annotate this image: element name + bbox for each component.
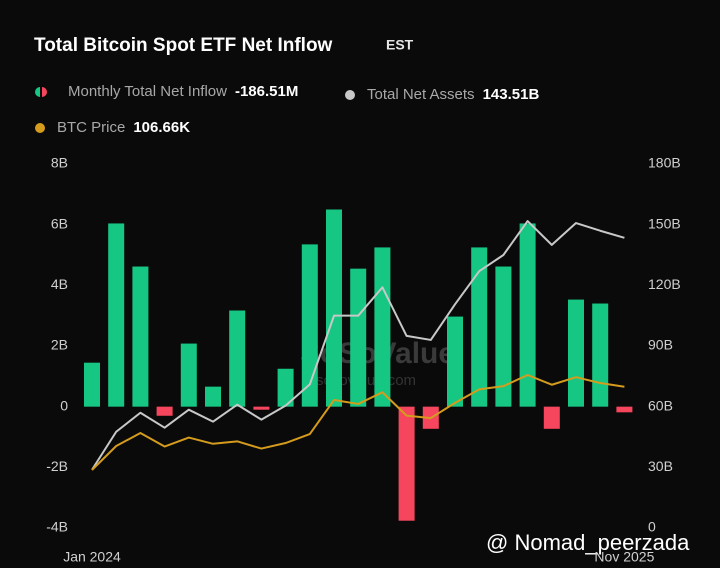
line [91,220,625,471]
bar [616,406,633,413]
bar [253,406,270,410]
legend-swatch [35,123,45,133]
bar [229,310,246,407]
y2-tick-label: 180B [648,155,681,171]
y-tick-label: 4B [51,276,68,292]
y2-tick-label: 150B [648,215,681,231]
legend-value: 143.51B [483,86,540,103]
credit: @ Nomad_peerzada [486,530,690,555]
bar [156,406,173,416]
bar [568,299,584,407]
y2-tick-label: 90B [648,337,673,353]
bar [84,362,100,407]
chart-title: Total Bitcoin Spot ETF Net Inflow [34,35,333,56]
bar [592,303,609,407]
y2-tick-label: 120B [648,276,681,292]
y2-tick-label: 0 [648,519,656,535]
bar [519,223,536,407]
chart-subtitle: EST [386,37,414,53]
legend-swatch [345,90,355,100]
y-tick-label: 6B [51,215,68,231]
legend-label: BTC Price [57,119,125,136]
bar [277,368,294,407]
bar [398,406,415,521]
y-tick-label: 8B [51,155,68,171]
y-tick-label: -4B [46,519,68,535]
bar [108,223,125,407]
bar [374,247,391,407]
x-tick-label: Jan 2024 [63,549,121,565]
bar [350,268,367,407]
y-tick-label: -2B [46,458,68,474]
line [91,374,625,471]
y2-tick-label: 60B [648,397,673,413]
bar [205,386,221,407]
bar [447,316,463,407]
bar [301,244,318,407]
bar [326,209,342,407]
bar [180,343,197,407]
legend-label: Monthly Total Net Inflow [68,83,227,100]
legend-swatch [35,87,40,97]
bar [471,247,488,407]
legend-value: -186.51M [235,83,298,100]
y-tick-label: 0 [60,397,68,413]
x-tick-label: Nov 2025 [594,549,654,565]
y-tick-label: 2B [51,337,68,353]
bar [495,266,512,407]
y2-tick-label: 30B [648,458,673,474]
legend-label: Total Net Assets [367,86,475,103]
legend-swatch [42,87,47,97]
legend-value: 106.66K [133,119,190,136]
bar [132,266,149,407]
bar [543,406,560,429]
